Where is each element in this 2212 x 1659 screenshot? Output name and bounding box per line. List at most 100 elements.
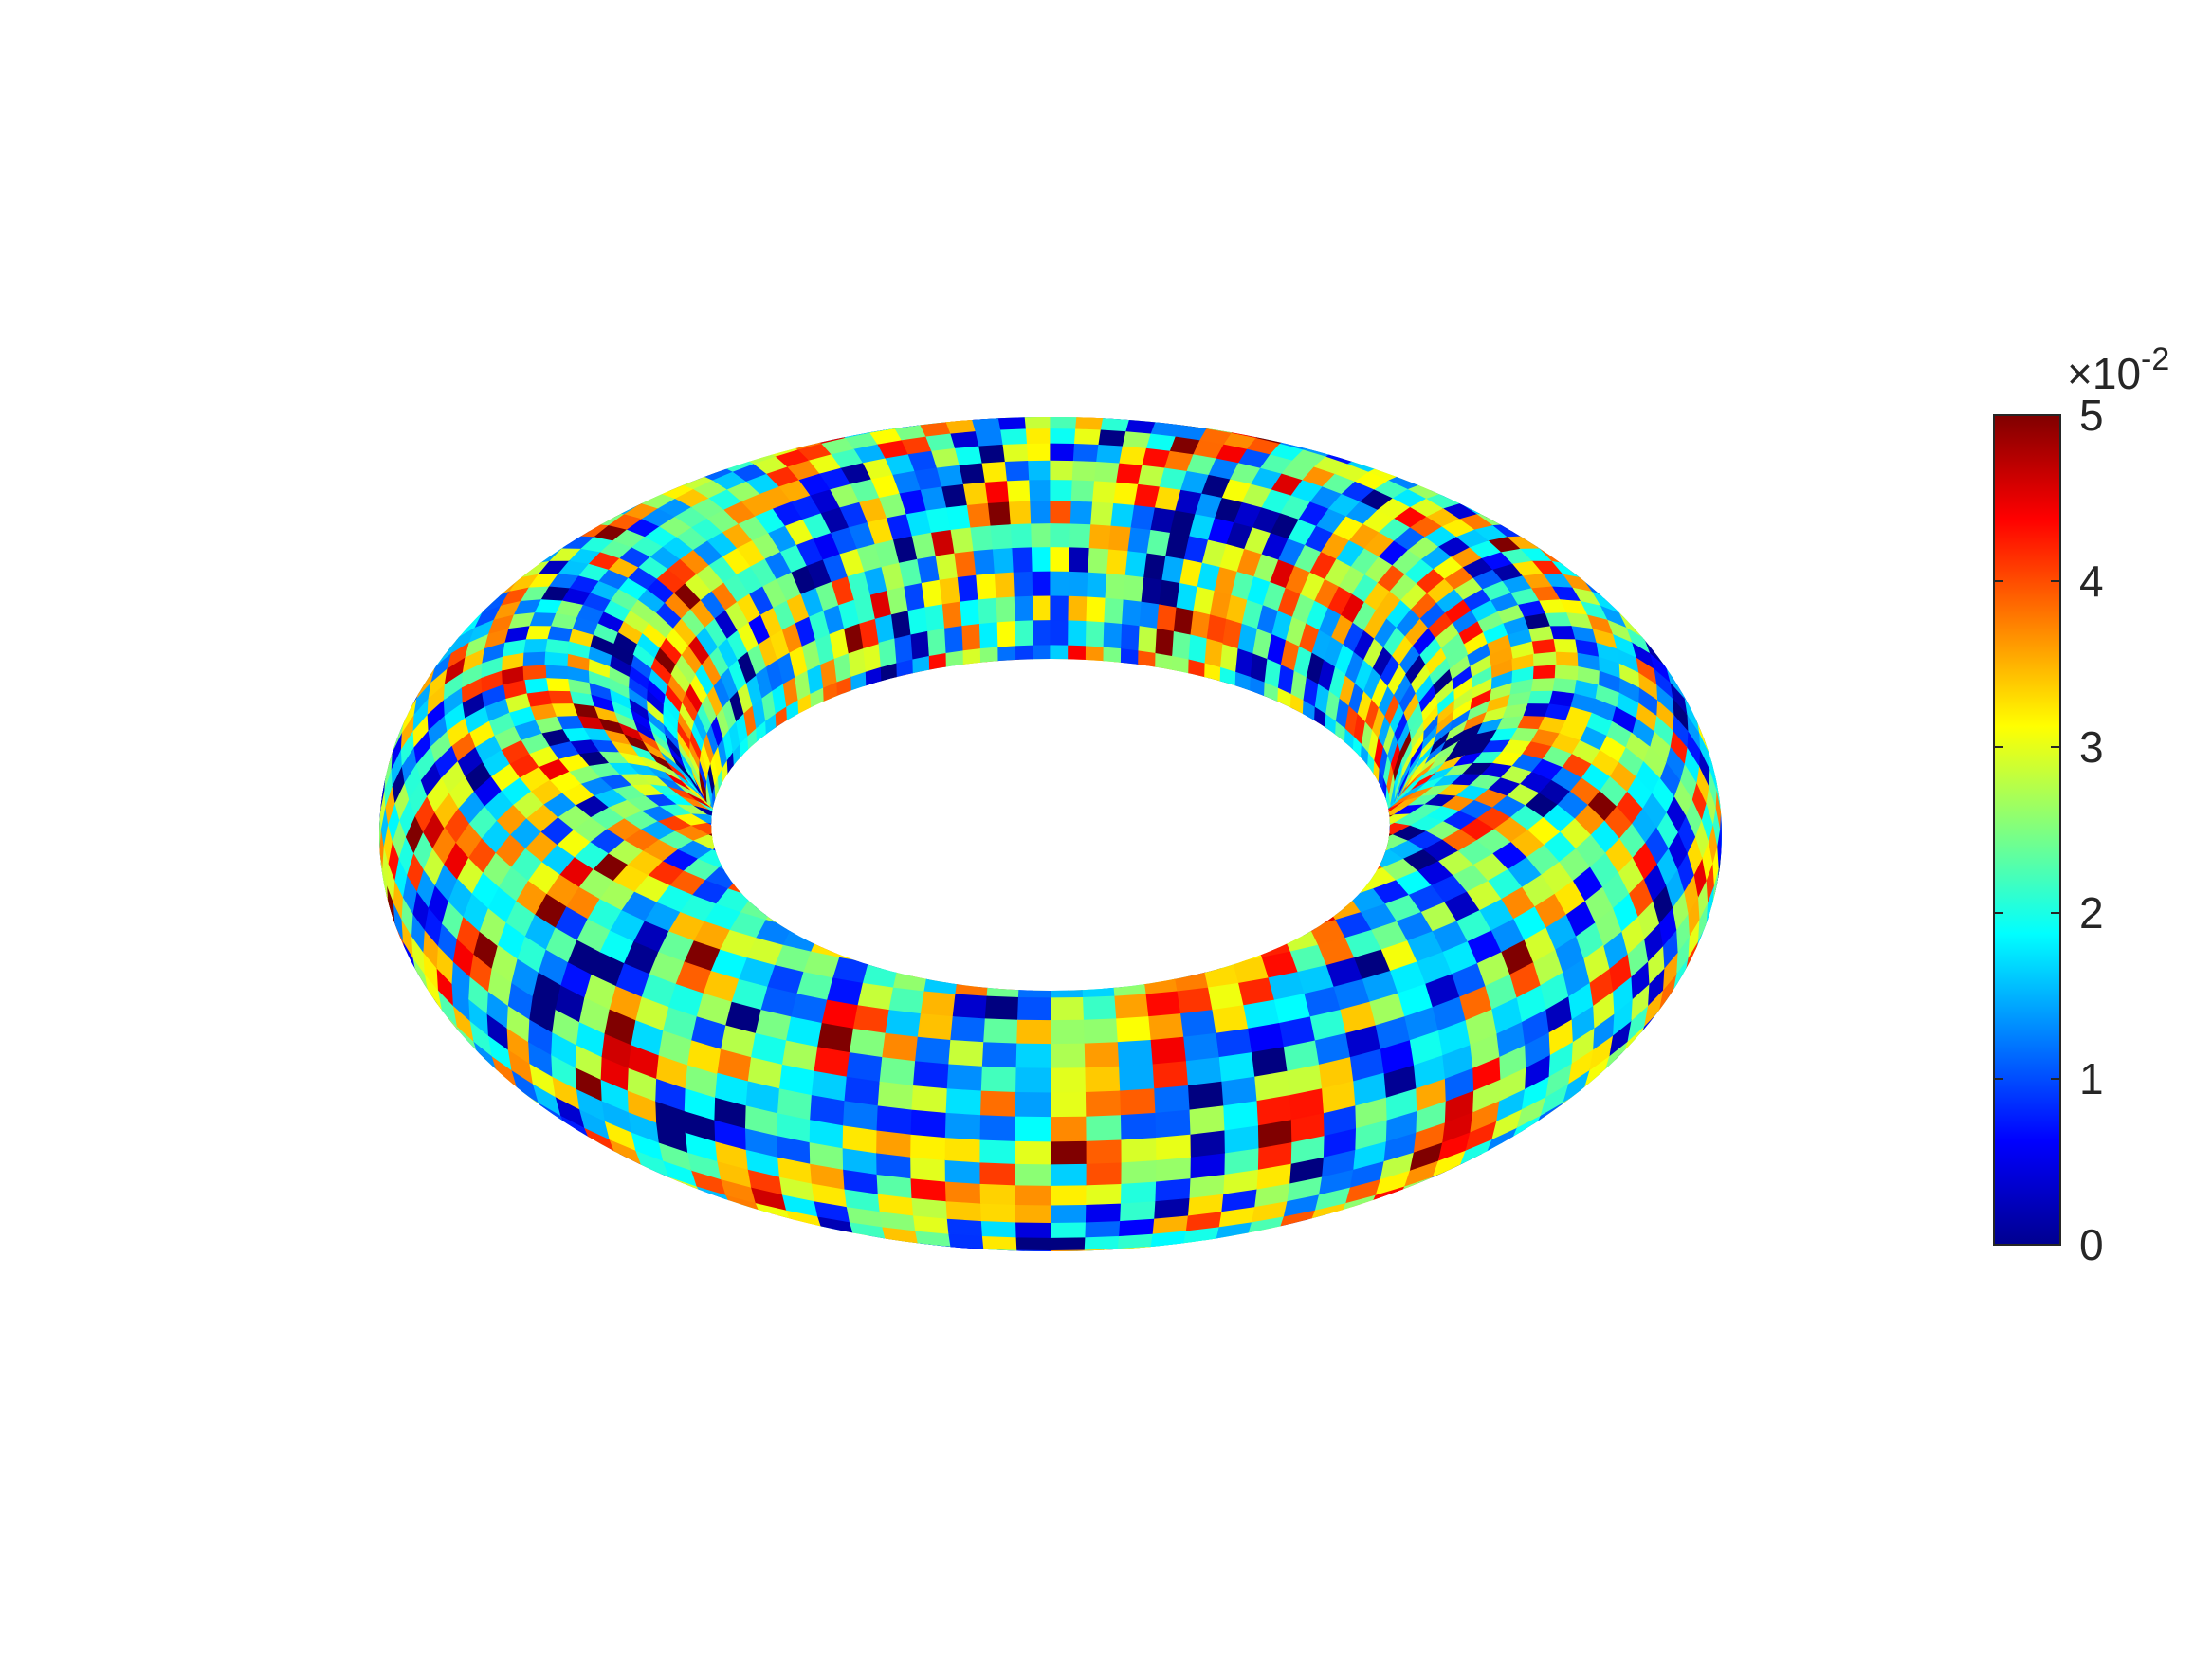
- torus-patch: [1298, 775, 1321, 801]
- torus-patch: [612, 480, 649, 496]
- torus-patch: [1153, 884, 1182, 894]
- torus-patch: [800, 891, 821, 919]
- torus-patch: [1352, 828, 1377, 850]
- torus-patch: [1230, 763, 1255, 784]
- torus-patch: [1293, 884, 1313, 912]
- torus-patch: [967, 417, 999, 421]
- torus-patch: [1300, 848, 1325, 869]
- torus-patch: [1171, 677, 1190, 704]
- torus-patch: [873, 725, 895, 750]
- torus-patch: [1106, 711, 1141, 732]
- torus-patch: [1096, 444, 1124, 465]
- torus-patch: [818, 724, 837, 753]
- torus-patch: [983, 481, 1010, 505]
- torus-patch: [1300, 801, 1337, 814]
- torus-patch: [1590, 1077, 1620, 1104]
- torus-patch: [557, 1137, 591, 1156]
- torus-patch: [759, 798, 783, 822]
- torus-patch: [811, 417, 848, 425]
- torus-patch: [903, 736, 925, 757]
- torus-patch: [767, 842, 796, 856]
- torus-patch: [1012, 926, 1033, 944]
- torus-patch: [1145, 406, 1179, 415]
- torus-patch: [1466, 1166, 1502, 1186]
- torus-patch: [1340, 815, 1377, 830]
- torus-patch: [1530, 678, 1556, 693]
- torus-patch: [1281, 715, 1319, 742]
- torus-patch: [1050, 741, 1079, 756]
- torus-patch: [524, 1116, 558, 1139]
- torus-patch: [1278, 798, 1306, 814]
- torus-patch: [1308, 428, 1345, 439]
- torus-patch: [1169, 771, 1197, 784]
- torus-patch: [989, 753, 1013, 766]
- torus-patch: [736, 825, 763, 844]
- torus-patch: [1590, 564, 1620, 592]
- torus-patch: [784, 806, 814, 820]
- torus-patch: [1276, 778, 1303, 802]
- torus-patch: [1364, 808, 1380, 838]
- torus-patch: [1185, 417, 1222, 422]
- torus-patch: [868, 902, 892, 925]
- torus-patch: [1072, 772, 1097, 775]
- torus-patch: [1357, 800, 1373, 830]
- torus-patch: [977, 939, 997, 959]
- torus-patch: [1085, 667, 1105, 692]
- torus-patch: [1007, 501, 1032, 526]
- torus-patch: [1142, 673, 1178, 699]
- torus-patch: [1288, 430, 1326, 444]
- torus-patch: [1080, 669, 1115, 694]
- torus-patch: [977, 597, 997, 626]
- torus-patch: [1312, 793, 1349, 811]
- torus-patch: [1172, 676, 1209, 702]
- torus-patch: [961, 400, 993, 405]
- torus-patch: [763, 735, 777, 767]
- torus-patch: [1004, 772, 1029, 775]
- torus-patch: [1290, 785, 1317, 809]
- torus-patch: [724, 828, 749, 850]
- torus-patch: [919, 759, 951, 773]
- torus-patch: [540, 1124, 575, 1143]
- torus-patch: [1241, 752, 1265, 776]
- torus-patch: [1363, 814, 1395, 829]
- torus-patch: [1013, 707, 1033, 727]
- torus-patch: [1273, 422, 1309, 432]
- torus-patch: [1268, 787, 1297, 807]
- torus-patch: [1105, 728, 1138, 747]
- torus-patch: [1168, 697, 1204, 721]
- torus-patch: [1208, 784, 1239, 793]
- torus-patch: [1103, 956, 1124, 979]
- torus-patch: [868, 743, 892, 766]
- torus-patch: [764, 769, 784, 799]
- torus-patch: [1604, 575, 1634, 605]
- torus-patch: [745, 845, 768, 874]
- torus-patch: [956, 574, 978, 604]
- torus-patch: [965, 403, 996, 410]
- torus-patch: [1244, 787, 1271, 802]
- torus-patch: [1031, 571, 1051, 597]
- torus-patch: [1343, 830, 1365, 855]
- torus-patch: [1261, 799, 1291, 809]
- torus-patch: [1264, 724, 1283, 753]
- torus-patch: [1474, 1154, 1511, 1168]
- torus-patch: [1050, 428, 1077, 446]
- torus-patch: [738, 825, 769, 837]
- torus-patch: [1122, 766, 1153, 775]
- torus-patch: [969, 901, 994, 914]
- torus-patch: [750, 437, 789, 451]
- torus-patch: [1014, 644, 1033, 669]
- torus-patch: [989, 524, 1013, 551]
- torus-patch: [1305, 791, 1330, 816]
- torus-patch: [1309, 811, 1337, 829]
- torus-patch: [1018, 690, 1051, 712]
- torus-patch: [535, 1120, 568, 1147]
- torus-patch: [1005, 480, 1031, 503]
- torus-patch: [1143, 905, 1167, 923]
- torus-patch: [1031, 707, 1051, 727]
- torus-patch: [731, 801, 768, 818]
- torus-patch: [759, 847, 792, 856]
- torus-patch: [891, 880, 921, 886]
- torus-patch: [498, 1092, 529, 1121]
- torus-patch: [1050, 571, 1070, 597]
- torus-patch: [1183, 888, 1210, 904]
